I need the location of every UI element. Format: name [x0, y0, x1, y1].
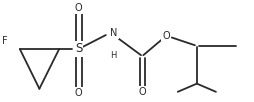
Text: O: O: [163, 31, 170, 41]
Text: N: N: [110, 28, 118, 38]
Text: O: O: [75, 88, 83, 98]
Text: H: H: [110, 51, 117, 60]
Text: F: F: [2, 36, 8, 46]
Text: O: O: [138, 87, 146, 97]
Text: S: S: [75, 42, 83, 55]
Text: O: O: [75, 3, 83, 13]
